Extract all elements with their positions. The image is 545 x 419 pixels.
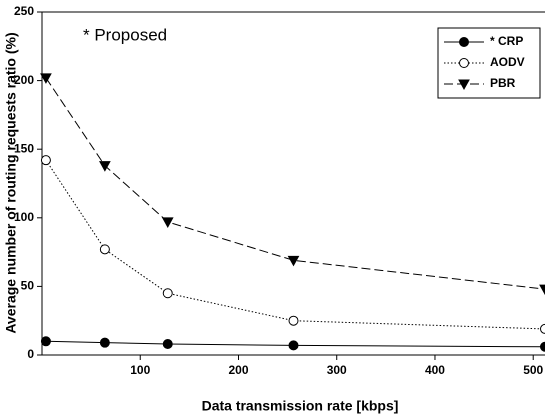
marker (540, 323, 545, 334)
y-tick-label: 250 (14, 4, 34, 18)
marker (540, 341, 545, 352)
marker (458, 79, 470, 91)
x-tick-label: 300 (327, 363, 347, 377)
y-tick-label: 0 (27, 347, 34, 361)
legend-box (437, 27, 541, 99)
plot-frame (41, 11, 545, 356)
legend: * CRP AODV PBR (437, 27, 541, 99)
marker (459, 37, 469, 47)
marker (40, 336, 51, 347)
marker (99, 244, 110, 255)
marker (40, 155, 51, 166)
legend-label: AODV (490, 55, 525, 69)
y-tick-label: 100 (14, 210, 34, 224)
legend-label: * CRP (490, 34, 523, 48)
y-tick-label: 50 (21, 279, 35, 293)
x-tick-label: 400 (425, 363, 445, 377)
marker (162, 339, 173, 350)
marker (287, 255, 300, 267)
marker (539, 284, 545, 296)
x-axis-label: Data transmission rate [kbps] (202, 398, 399, 414)
marker (99, 337, 110, 348)
marker (459, 58, 469, 68)
marker (99, 161, 111, 172)
annotation: * Proposed (83, 25, 167, 44)
y-tick-label: 200 (14, 73, 34, 87)
marker (288, 340, 299, 351)
x-tick-label: 500 (523, 363, 543, 377)
x-tick-label: 200 (228, 363, 248, 377)
marker (161, 217, 174, 228)
y-tick-label: 150 (14, 141, 34, 155)
y-axis-label: Average number of routing requests ratio… (3, 32, 19, 333)
marker (40, 73, 52, 84)
marker (162, 288, 173, 299)
marker (288, 315, 299, 326)
series-line (45, 159, 545, 330)
legend-label: PBR (490, 76, 516, 90)
x-tick-label: 100 (130, 363, 150, 377)
